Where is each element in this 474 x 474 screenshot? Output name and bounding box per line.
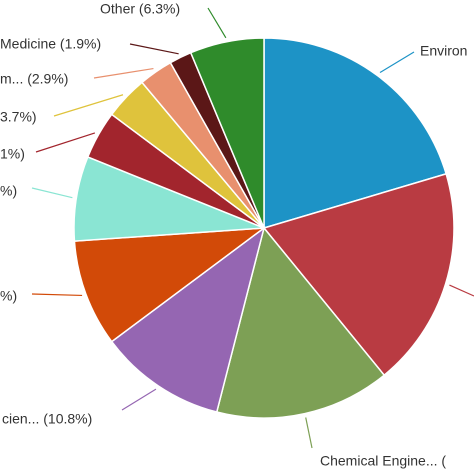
pie-slice <box>73 227 267 343</box>
leader-line <box>129 43 179 55</box>
pie-slice <box>110 226 266 413</box>
slice-label: 3.7%) <box>0 109 37 125</box>
pie-slice <box>263 37 448 230</box>
leader-line <box>305 417 313 449</box>
slice-label: Medicine (1.9%) <box>0 36 101 52</box>
leader-line <box>31 293 83 297</box>
leader-line <box>207 7 227 39</box>
slice-label: m... (2.9%) <box>0 71 68 87</box>
slice-label: 1%) <box>0 146 25 162</box>
leader-line <box>93 67 154 79</box>
leader-line <box>31 187 73 199</box>
slice-label: Chemical Engine... ( <box>320 453 446 469</box>
leader-line <box>121 388 157 411</box>
leader-line <box>379 51 415 74</box>
slice-label: %) <box>0 183 17 199</box>
slice-label: Environ <box>420 43 467 59</box>
leader-line <box>35 132 96 153</box>
pie-slice <box>189 37 265 229</box>
leader-line <box>449 284 474 297</box>
leader-line <box>53 94 124 117</box>
pie-slice <box>262 172 455 377</box>
slice-label: %) <box>0 288 17 304</box>
slice-label: cien... (10.8%) <box>2 411 92 427</box>
slice-label: Other (6.3%) <box>100 1 180 17</box>
pie-slice <box>215 226 386 419</box>
